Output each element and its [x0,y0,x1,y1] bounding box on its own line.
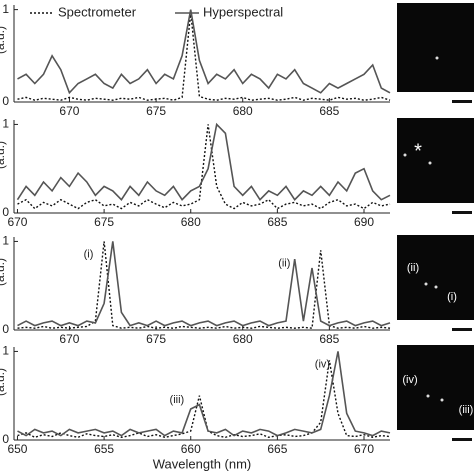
x-axis-label: Wavelength (nm) [153,456,252,471]
x-tick-label: 685 [319,104,339,118]
series-line [17,351,391,437]
series-line [17,12,391,101]
x-tick-label: 670 [59,332,79,346]
image [397,3,474,92]
scale-bar [452,328,472,331]
image-spot [434,285,438,289]
series-line [17,241,391,327]
image [397,235,474,320]
image-label: (i) [447,291,457,303]
series-line [17,241,391,329]
image-spot [426,394,430,398]
image-panel: (ii) (i) [397,235,474,320]
image-label: (ii) [407,262,419,274]
legend-label: Hyperspectral [203,4,283,19]
scale-bar [452,211,472,214]
x-tick-label: 690 [354,215,374,229]
image-label: (iii) [459,404,474,416]
image-panel [397,3,474,92]
image-spot [403,153,407,157]
image-spot [440,398,444,402]
annotation: (ii) [278,257,290,269]
y-tick-label: 1 [2,117,9,131]
x-tick-label: 675 [146,104,166,118]
image [397,345,474,430]
x-tick-label: 660 [181,442,201,456]
y-tick-label: 0 [2,205,9,219]
image-spot [435,56,439,60]
image [397,118,474,203]
y-tick-label: 1 [2,344,9,358]
image-spot [428,161,432,165]
y-axis-label: (a.u.) [0,368,7,396]
x-tick-label: 670 [59,104,79,118]
y-tick-label: 0 [2,432,9,446]
x-tick-label: 650 [7,442,27,456]
series-line [17,124,391,210]
series-line [17,9,391,95]
scale-bar [452,438,472,441]
image-panel: (iv) (iii) [397,345,474,430]
annotation: (i) [84,249,94,261]
annotation: (iii) [170,394,185,406]
x-tick-label: 670 [354,442,374,456]
series-line [16,122,391,201]
annotation: (iv) [315,359,330,371]
y-tick-label: 0 [2,94,9,108]
x-tick-label: 680 [233,104,253,118]
scale-bar [452,100,472,103]
x-tick-label: 670 [7,215,27,229]
image-label: * [414,140,422,162]
x-tick-label: 665 [267,442,287,456]
y-axis-label: (a.u.) [0,258,7,286]
x-tick-label: 655 [94,442,114,456]
x-tick-label: 680 [181,215,201,229]
x-tick-label: 675 [146,332,166,346]
image-panel: * [397,118,474,203]
image-label: (iv) [402,374,417,386]
series-line [17,360,391,439]
y-axis-label: (a.u.) [0,26,7,54]
image-spot [424,282,428,286]
x-tick-label: 685 [319,332,339,346]
y-tick-label: 1 [2,234,9,248]
y-tick-label: 1 [2,2,9,16]
legend-label: Spectrometer [58,4,137,19]
x-tick-label: 675 [94,215,114,229]
y-tick-label: 0 [2,322,9,336]
x-tick-label: 680 [233,332,253,346]
x-tick-label: 685 [267,215,287,229]
y-axis-label: (a.u.) [0,141,7,169]
